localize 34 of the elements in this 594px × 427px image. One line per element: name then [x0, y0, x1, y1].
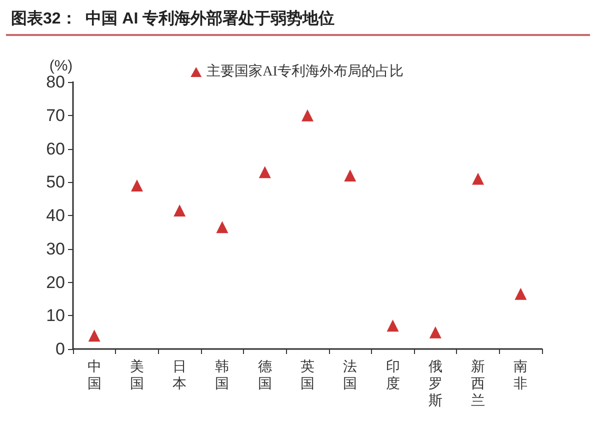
legend-label: 主要国家AI专利海外布局的占比: [206, 64, 404, 80]
x-tick-label: 新西兰: [471, 359, 486, 409]
y-tick-label: 50: [46, 172, 65, 192]
point: [344, 169, 356, 182]
x-tick-label: 法国: [343, 359, 358, 392]
x-tick-label: 中国: [87, 359, 102, 392]
y-tick-label: 0: [56, 340, 65, 358]
x-tick-label: 德国: [258, 359, 272, 392]
point: [302, 109, 314, 122]
chart-title: 图表32： 中国 AI 专利海外部署处于弱势地位: [11, 10, 335, 28]
y-tick-label: 30: [46, 239, 65, 258]
point: [386, 320, 399, 332]
point: [88, 330, 100, 342]
x-tick-label: 日本: [172, 360, 187, 392]
y-axis-title: (%): [49, 58, 73, 75]
point: [174, 204, 186, 216]
y-tick-label: 70: [46, 106, 65, 125]
y-tick-label: 60: [46, 139, 65, 158]
y-tick-label: 40: [46, 206, 65, 225]
x-tick-label: 韩国: [215, 359, 230, 392]
y-tick-label: 80: [46, 72, 65, 92]
point: [216, 221, 228, 234]
y-tick-label: 10: [46, 306, 65, 326]
point: [258, 166, 271, 178]
x-tick-label: 英国: [300, 359, 314, 392]
x-tick-label: 印度: [386, 359, 400, 392]
point: [429, 326, 442, 338]
point: [130, 179, 143, 192]
y-tick-label: 20: [46, 272, 65, 292]
x-tick-label: 南非: [514, 359, 528, 392]
point: [514, 288, 527, 300]
x-tick-label: 俄罗斯: [428, 359, 442, 409]
x-tick-label: 美国: [130, 359, 144, 392]
point: [472, 172, 484, 185]
